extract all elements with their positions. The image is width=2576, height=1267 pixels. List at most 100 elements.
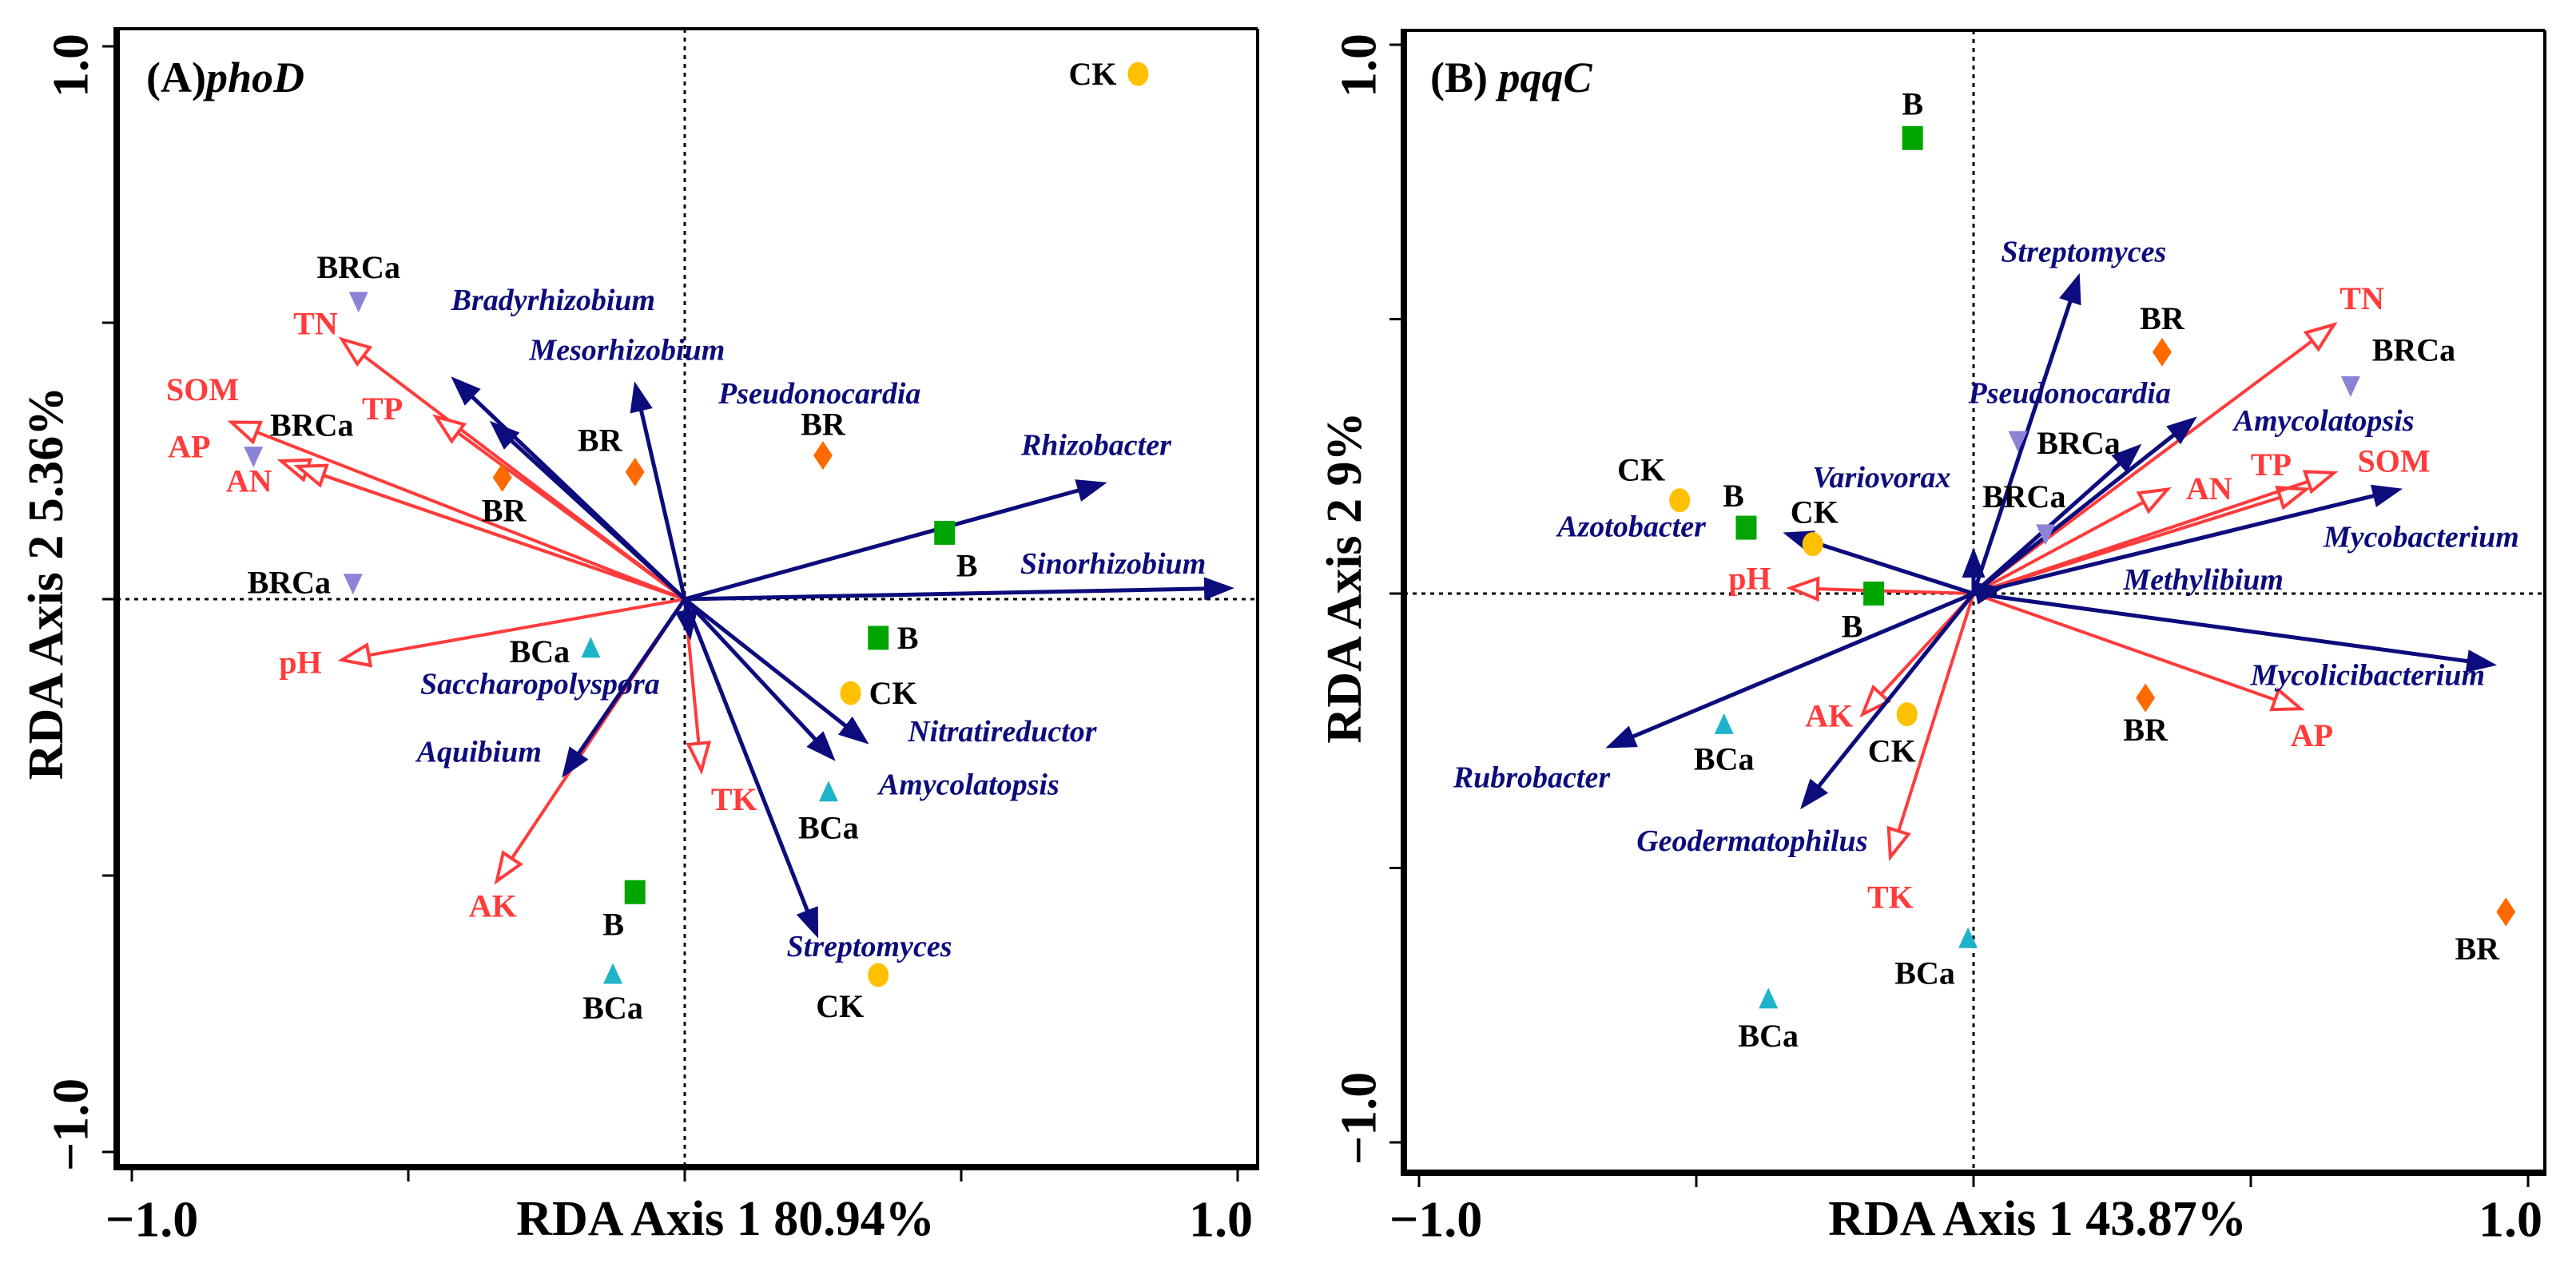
species-arrow-shaft	[683, 598, 848, 728]
species-arrow-label: Variovorax	[1812, 461, 1950, 494]
sample-point-bca: BCa	[1738, 987, 1799, 1054]
sample-point-br: BR	[2123, 683, 2169, 748]
panel-a-phoD: −1.0 1.0 1.0 −1.0 RDA Axis 1 80.94% RDA Axis …	[19, 27, 1259, 1248]
species-arrow-amycolatopsis: Amycolatopsis	[1972, 404, 2415, 595]
species-arrow-head	[630, 381, 653, 414]
species-arrow-shaft	[684, 488, 1079, 602]
env-arrow-head	[2269, 687, 2305, 712]
species-arrow-aquibium: Aquibium	[415, 598, 687, 778]
panel-title: (A)phoD	[146, 54, 304, 101]
marker-triangle-down	[244, 447, 264, 468]
panel-title-letter: (B)	[1430, 54, 1498, 101]
y-axis-title: RDA Axis 2 5.36%	[19, 387, 74, 780]
species-arrow-head	[562, 746, 589, 778]
species-arrow-rubrobacter: Rubrobacter	[1453, 591, 1974, 794]
env-arrow-head	[337, 642, 373, 668]
sample-label: BRCa	[1982, 479, 2065, 514]
sample-label: BR	[482, 492, 527, 528]
species-arrow-head	[1075, 479, 1107, 502]
sample-label: BR	[578, 422, 623, 458]
marker-diamond	[492, 463, 512, 492]
sample-label: BRCa	[316, 249, 400, 285]
sample-point-br: BR	[2455, 897, 2516, 967]
species-arrow-amycolatopsis: Amycolatopsis	[683, 598, 1059, 802]
env-arrow-shaft	[323, 474, 686, 601]
sample-point-ck: CK	[1068, 56, 1149, 92]
marker-diamond	[2496, 897, 2516, 927]
marker-diamond	[2152, 337, 2172, 367]
marker-triangle-up	[818, 780, 838, 802]
y-tick-label: 1.0	[1330, 34, 1387, 97]
sample-point-ck: CK	[1617, 452, 1691, 513]
x-tick-label: −1.0	[1389, 1191, 1482, 1248]
species-arrow-label: Geodermatophilus	[1636, 824, 1867, 858]
marker-triangle-up	[1714, 713, 1734, 734]
species-arrow-head	[2166, 416, 2197, 445]
panel-title-gene: pqqC	[1495, 54, 1592, 101]
env-arrow-label: TP	[362, 391, 403, 427]
marker-square	[1863, 582, 1885, 606]
panel-title-letter: (A)	[146, 54, 206, 101]
env-arrow-label: pH	[1728, 561, 1771, 597]
species-arrow-shaft	[1972, 433, 2176, 595]
sample-point-ck: CK	[816, 963, 889, 1024]
env-arrow-label: TP	[2251, 447, 2292, 483]
sample-point-brca: BRCa	[1982, 479, 2065, 546]
marker-circle	[1896, 702, 1918, 727]
env-arrow-AN: AN	[226, 463, 686, 601]
species-arrow-head	[796, 906, 819, 939]
marker-triangle-up	[603, 963, 623, 984]
species-arrow-pseudonocardia: Pseudonocardia	[630, 377, 920, 600]
sample-label: BCa	[1694, 741, 1755, 776]
sample-point-ck: CK	[1791, 494, 1839, 557]
env-arrow-label: AK	[469, 888, 517, 923]
sample-label: BR	[2123, 712, 2169, 748]
species-arrow-shaft	[576, 598, 687, 755]
panel-b-pqqC: −1.0 1.0 1.0 −1.0 RDA Axis 1 43.87% RDA Axis …	[1318, 29, 2546, 1248]
sample-point-ck: CK	[840, 675, 917, 711]
panel-title: (B) pqqC	[1430, 54, 1592, 101]
species-arrow-rhizobacter: Rhizobacter	[684, 429, 1172, 602]
sample-point-brca: BRCa	[316, 249, 400, 313]
species-arrow-label: Aquibium	[415, 735, 542, 769]
species-arrow-shaft	[683, 598, 817, 741]
env-arrow-TK: TK	[683, 598, 757, 817]
env-arrow-pH: pH	[1728, 561, 1974, 602]
species-arrow-head	[2059, 272, 2081, 306]
env-arrow-head	[432, 414, 467, 444]
species-arrow-head	[2370, 484, 2403, 507]
species-arrow-head	[1962, 547, 1986, 578]
sample-point-bca: BCa	[1694, 713, 1755, 776]
marker-triangle-down	[2340, 375, 2360, 397]
env-arrow-head	[338, 336, 373, 367]
env-arrow-label: AP	[2291, 717, 2333, 753]
env-arrow-shaft	[1897, 593, 1975, 832]
sample-point-bca: BCa	[1894, 927, 1978, 991]
species-arrow-head	[806, 731, 836, 761]
env-arrow-shaft	[1973, 592, 2276, 701]
env-arrow-head	[2302, 470, 2339, 494]
sample-label: CK	[869, 675, 917, 711]
x-tick-label: 1.0	[2479, 1191, 2542, 1248]
species-arrow-label: Nitratireductor	[907, 715, 1098, 749]
env-arrow-SOM: SOM	[1973, 443, 2431, 595]
sample-label: BR	[2140, 300, 2185, 336]
species-arrow-label: Mycolicibacterium	[2250, 658, 2485, 692]
marker-square	[1902, 125, 1923, 150]
species-arrow-label: Bradyrhizobium	[451, 284, 656, 317]
sample-label: B	[1723, 478, 1744, 514]
sample-label: BCa	[582, 990, 643, 1026]
env-arrow-label: AN	[226, 463, 272, 498]
marker-triangle-down	[2008, 431, 2028, 452]
panel-title-gene: phoD	[203, 54, 304, 101]
species-arrow-mesorhizobium: Mesorhizobium	[489, 334, 725, 601]
env-arrow-label: TK	[711, 781, 757, 817]
species-arrow-shaft	[1810, 539, 1974, 596]
y-tick-label: 1.0	[42, 34, 99, 97]
y-tick-label: −1.0	[42, 1078, 99, 1171]
env-arrow-TK: TK	[1867, 593, 1975, 915]
sample-label: B	[1902, 85, 1923, 121]
env-arrow-shaft	[1973, 500, 2145, 595]
env-arrow-head	[1886, 825, 1911, 862]
species-arrow-label: Amycolatopsis	[2232, 404, 2415, 438]
